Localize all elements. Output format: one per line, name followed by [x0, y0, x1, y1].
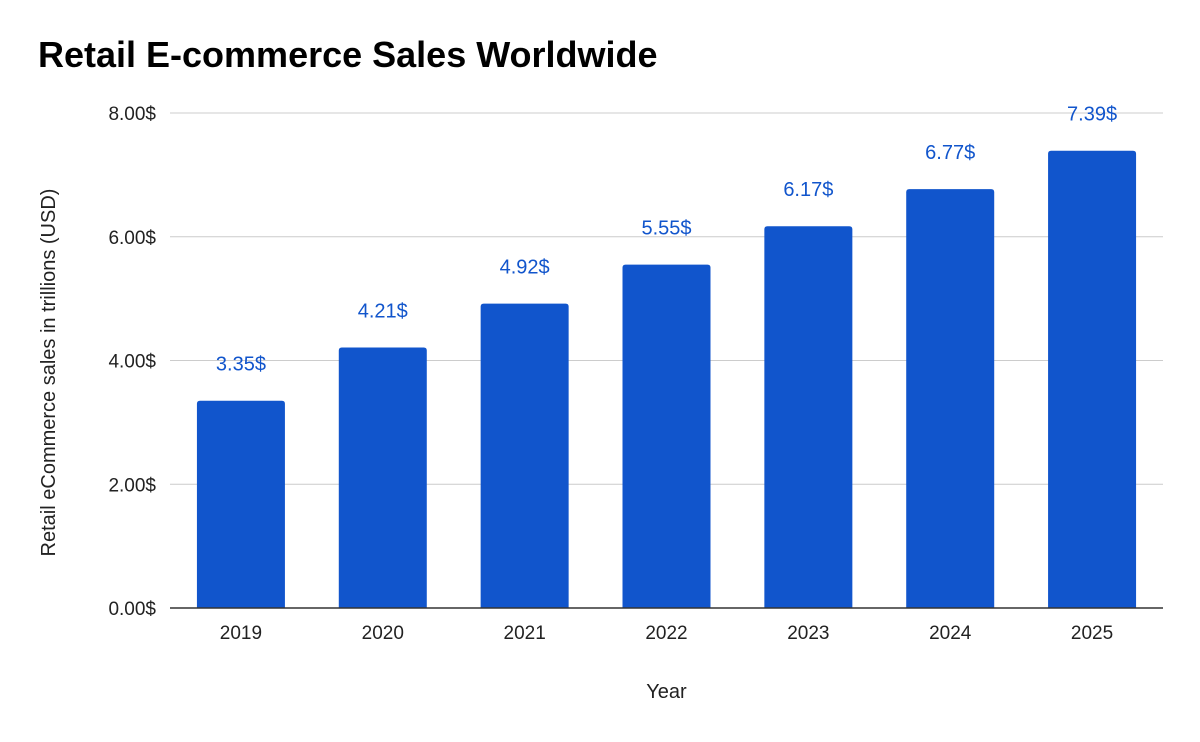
bar-2022: [622, 264, 711, 608]
y-tick-label: 4.00$: [108, 352, 156, 373]
x-axis-ticks: 2019 2020 2021 2022 2023 2024 2025: [220, 623, 1113, 644]
x-axis-title: Year: [646, 681, 687, 703]
y-tick-label: 2.00$: [108, 475, 156, 496]
data-label-2019: 3.35$: [216, 354, 266, 376]
y-tick-label: 6.00$: [108, 228, 156, 249]
data-label-2020: 4.21$: [358, 301, 408, 323]
x-tick-label: 2019: [220, 623, 262, 644]
data-labels: 3.35$ 4.21$ 4.92$ 5.55$ 6.17$ 6.77$ 7.39$: [216, 104, 1117, 376]
data-label-2023: 6.17$: [783, 179, 833, 201]
x-tick-label: 2022: [645, 623, 687, 644]
y-axis-ticks: 0.00$ 2.00$ 4.00$ 6.00$ 8.00$: [108, 104, 156, 620]
y-tick-label: 0.00$: [108, 599, 156, 620]
x-tick-label: 2020: [362, 623, 404, 644]
bar-2024: [906, 189, 995, 608]
chart-title: Retail E-commerce Sales Worldwide: [38, 34, 658, 75]
bar-2023: [764, 226, 853, 608]
data-label-2024: 6.77$: [925, 142, 975, 164]
bar-2020: [338, 347, 427, 608]
x-tick-label: 2024: [929, 623, 972, 644]
y-tick-label: 8.00$: [108, 104, 156, 125]
bar-2021: [480, 303, 569, 608]
bars: [196, 150, 1137, 608]
x-tick-label: 2025: [1071, 623, 1113, 644]
x-tick-label: 2021: [504, 623, 546, 644]
data-label-2022: 5.55$: [641, 218, 691, 240]
bar-2019: [196, 400, 285, 608]
x-tick-label: 2023: [787, 623, 829, 644]
bar-2025: [1048, 150, 1137, 608]
data-label-2021: 4.92$: [500, 257, 550, 279]
y-axis-title: Retail eCommerce sales in trillions (USD…: [38, 189, 60, 557]
data-label-2025: 7.39$: [1067, 104, 1117, 126]
